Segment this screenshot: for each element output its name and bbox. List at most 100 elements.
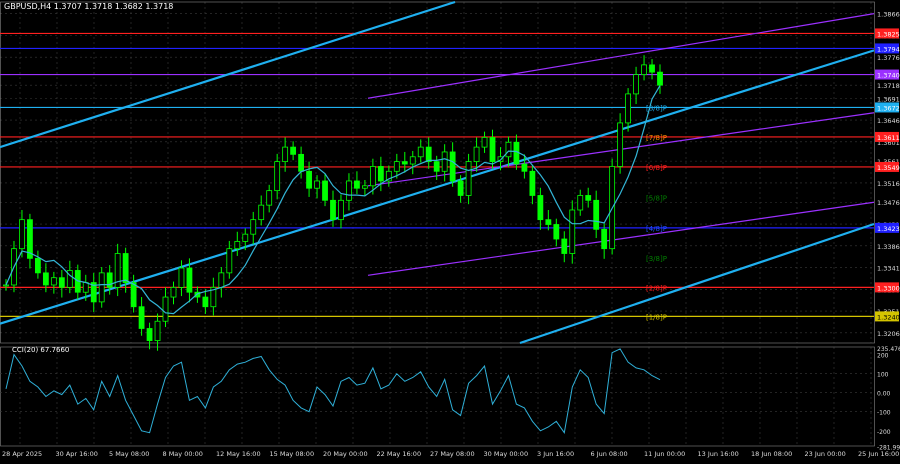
candle-body xyxy=(138,306,145,329)
murray-level-label: [8/8]P xyxy=(646,104,667,112)
candle-body xyxy=(369,166,376,187)
candle-body xyxy=(234,241,241,250)
price-tag-box xyxy=(875,69,899,80)
regression-upper-line xyxy=(367,13,875,99)
price-tag-label: 1.3794 xyxy=(877,45,900,53)
price-tag-box xyxy=(875,43,899,54)
price-axis-label: 1.3691 xyxy=(877,95,900,103)
channel-lower-line xyxy=(519,222,875,345)
candle-body xyxy=(649,64,655,73)
candle-body xyxy=(593,199,600,230)
time-axis-label: 6 Jun 08:00 xyxy=(591,450,628,458)
murray-level-label: [6/8]P xyxy=(646,164,667,172)
cci-line xyxy=(5,348,661,434)
time-axis-label: 3 Jun 16:00 xyxy=(537,450,574,458)
candle-body xyxy=(170,286,177,298)
candle-body xyxy=(98,272,105,303)
price-tag-box xyxy=(875,282,899,293)
candle-body xyxy=(146,328,153,341)
cci-axis-label: -281.996 xyxy=(877,444,900,451)
candle-body xyxy=(441,151,448,172)
channel-upper-line xyxy=(0,0,456,149)
candle-body xyxy=(505,141,512,158)
price-tag-label: 1.3611 xyxy=(877,134,900,142)
candle-body xyxy=(274,161,281,192)
candle-body xyxy=(577,195,584,211)
time-axis-label: 13 Jun 16:00 xyxy=(698,450,739,458)
time-axis-label: 25 Jun 16:00 xyxy=(858,450,899,458)
price-axis-label: 1.3866 xyxy=(877,11,900,19)
price-tag-label: 1.3740 xyxy=(877,72,900,80)
candle-body xyxy=(242,233,249,242)
cci-axis-label: 100 xyxy=(877,372,889,379)
time-axis-label: 27 May 08:00 xyxy=(430,450,475,458)
candle-body xyxy=(130,282,137,308)
candle-body xyxy=(465,161,472,196)
candle-body xyxy=(513,141,520,165)
candle-body xyxy=(537,195,544,221)
candle-body xyxy=(393,161,400,172)
candle-body xyxy=(210,286,217,308)
candle-body xyxy=(561,238,568,254)
candle-body xyxy=(66,270,73,288)
cci-axis-label: 0.00 xyxy=(877,391,891,398)
candle-body xyxy=(625,93,631,124)
candle-body xyxy=(641,64,647,75)
price-tag-label: 1.3240 xyxy=(877,313,900,321)
candle-body xyxy=(346,180,352,201)
candle-body xyxy=(377,166,384,182)
price-tag-box xyxy=(875,311,899,322)
candle-body xyxy=(282,146,289,163)
candle-body xyxy=(489,137,496,163)
candle-body xyxy=(258,204,265,221)
candle-body xyxy=(417,146,424,158)
candle-body xyxy=(194,291,201,298)
moving-average-line xyxy=(5,85,661,315)
candle-body xyxy=(585,195,592,201)
candle-body xyxy=(545,219,552,225)
candle-body xyxy=(521,163,528,172)
candle-body xyxy=(601,228,608,250)
candle-body xyxy=(90,282,97,303)
price-axis-label: 1.3776 xyxy=(877,54,900,62)
candle-body xyxy=(42,272,49,286)
main-pane-border xyxy=(0,1,875,344)
time-axis-label: 28 Apr 2025 xyxy=(2,450,42,458)
candle-body xyxy=(473,146,480,163)
candle-body xyxy=(617,122,624,167)
price-tag-box xyxy=(875,222,899,233)
candle-body xyxy=(250,219,257,235)
candle-body xyxy=(401,161,408,165)
candle-body xyxy=(162,296,169,322)
price-axis-label: 1.3206 xyxy=(877,330,900,338)
time-axis-label: 30 Apr 16:00 xyxy=(56,450,98,458)
cci-axis-label: 200 xyxy=(877,353,889,360)
candle-body xyxy=(529,170,536,196)
candle-body xyxy=(298,153,304,172)
candle-body xyxy=(114,253,121,288)
price-tag-box xyxy=(875,161,899,172)
price-tag-label: 1.3300 xyxy=(877,284,900,292)
price-tag-label: 1.3672 xyxy=(877,104,900,112)
price-axis-label: 1.3516 xyxy=(877,180,900,188)
price-axis-label: 1.3718 xyxy=(877,82,900,90)
candle-body xyxy=(457,180,464,196)
candle-body xyxy=(50,277,57,286)
time-axis-label: 12 May 16:00 xyxy=(216,450,261,458)
time-axis-label: 23 Jun 00:00 xyxy=(805,450,846,458)
cci-axis-label: 235.4768 xyxy=(877,346,900,353)
candle-body xyxy=(266,190,273,206)
candle-body xyxy=(322,180,328,201)
time-axis-label: 22 May 16:00 xyxy=(377,450,422,458)
price-tag-label: 1.3423 xyxy=(877,225,900,233)
price-tag-box xyxy=(875,131,899,142)
murray-level-label: [3/8]P xyxy=(646,255,667,263)
murray-level-label: [7/8]P xyxy=(646,134,667,142)
candle-body xyxy=(354,180,360,189)
price-tag-label: 1.3549 xyxy=(877,164,900,172)
murray-level-label: [5/8]P xyxy=(646,194,667,202)
cci-axis-label: -200 xyxy=(877,429,891,436)
candle-body xyxy=(186,267,193,293)
